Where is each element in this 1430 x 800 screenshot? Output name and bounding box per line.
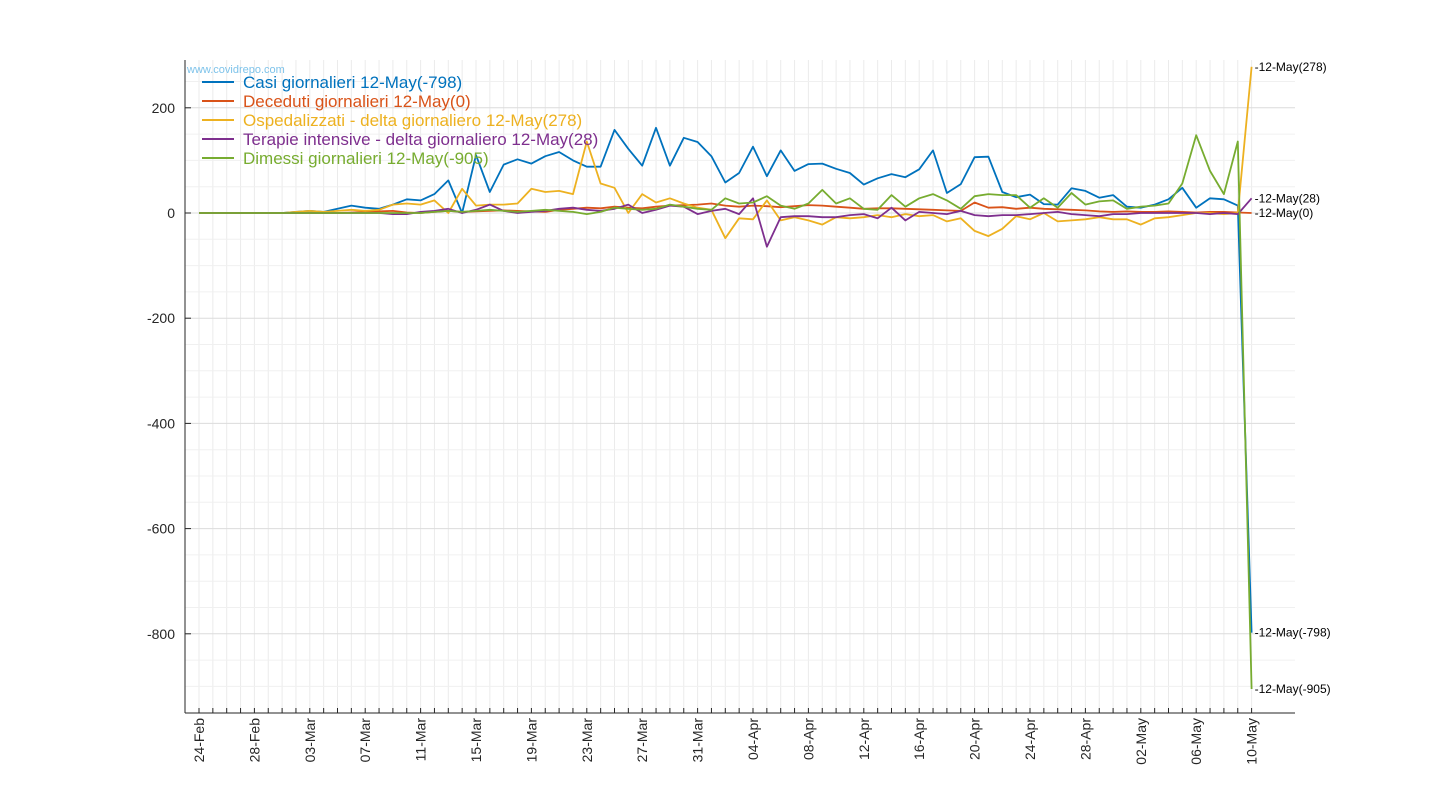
x-tick-label: 20-Apr — [967, 718, 983, 760]
legend-label-2: Deceduti giornalieri 12-May(0) — [243, 92, 471, 111]
end-labels: -12-May(-798) -12-May(0) -12-May(278) -12-M… — [1255, 60, 1331, 696]
x-tick-label: 04-Apr — [745, 718, 761, 760]
x-tick-label: 24-Feb — [191, 718, 207, 763]
legend-label-3: Ospedalizzati - delta giornaliero 12-May… — [243, 111, 582, 130]
series-line-5 — [199, 134, 1253, 690]
legend: Casi giornalieri 12-May(-798)Deceduti gi… — [202, 73, 598, 168]
end-label-1: -12-May(-798) — [1255, 626, 1331, 640]
y-tick-label: 200 — [152, 100, 176, 116]
y-tick-label: -600 — [147, 521, 175, 537]
x-tick-label: 23-Mar — [579, 718, 595, 763]
y-tick-label: -400 — [147, 415, 175, 431]
y-tick-label: 0 — [167, 205, 175, 221]
series-line-2 — [199, 201, 1252, 214]
x-tick-label: 10-May — [1244, 718, 1260, 765]
plot-background — [185, 60, 1295, 713]
axes: 200 0 -200 -400 -600 -800 24-Feb 28-Feb 03-Mar 07… — [147, 60, 1295, 765]
x-tick-label: 28-Apr — [1077, 718, 1093, 760]
x-tick-label: 27-Mar — [634, 718, 650, 763]
x-tick-label: 06-May — [1188, 718, 1204, 765]
end-label-5: -12-May(-905) — [1255, 682, 1331, 696]
x-tick-label: 31-Mar — [690, 718, 706, 763]
x-tick-label: 15-Mar — [468, 718, 484, 763]
x-tick-label: 28-Feb — [246, 718, 262, 763]
x-tick-label: 11-Mar — [413, 718, 429, 762]
x-tick-label: 16-Apr — [911, 718, 927, 760]
end-label-3: -12-May(278) — [1255, 60, 1327, 74]
legend-label-5: Dimessi giornalieri 12-May(-905) — [243, 149, 489, 168]
series-line-1 — [199, 126, 1253, 633]
x-tick-label: 08-Apr — [800, 718, 816, 760]
watermark: www.covidrepo.com — [186, 64, 285, 76]
x-tick-label: 03-Mar — [302, 718, 318, 763]
end-label-4: -12-May(28) — [1255, 191, 1320, 205]
y-tick-label: -800 — [147, 626, 175, 642]
grid — [185, 60, 1295, 713]
legend-label-4: Terapie intensive - delta giornaliero 12… — [243, 130, 598, 149]
x-tick-label: 12-Apr — [856, 718, 872, 760]
x-tick-label: 19-Mar — [523, 718, 539, 763]
y-tick-label: -200 — [147, 310, 175, 326]
x-tick-label: 24-Apr — [1022, 718, 1038, 760]
series-line-3 — [199, 66, 1253, 240]
x-tick-label: 07-Mar — [357, 718, 373, 763]
x-tick-label: 02-May — [1133, 718, 1149, 765]
legend-label-1: Casi giornalieri 12-May(-798) — [243, 73, 462, 92]
end-label-2: -12-May(0) — [1255, 206, 1314, 220]
series-layer — [199, 66, 1253, 690]
